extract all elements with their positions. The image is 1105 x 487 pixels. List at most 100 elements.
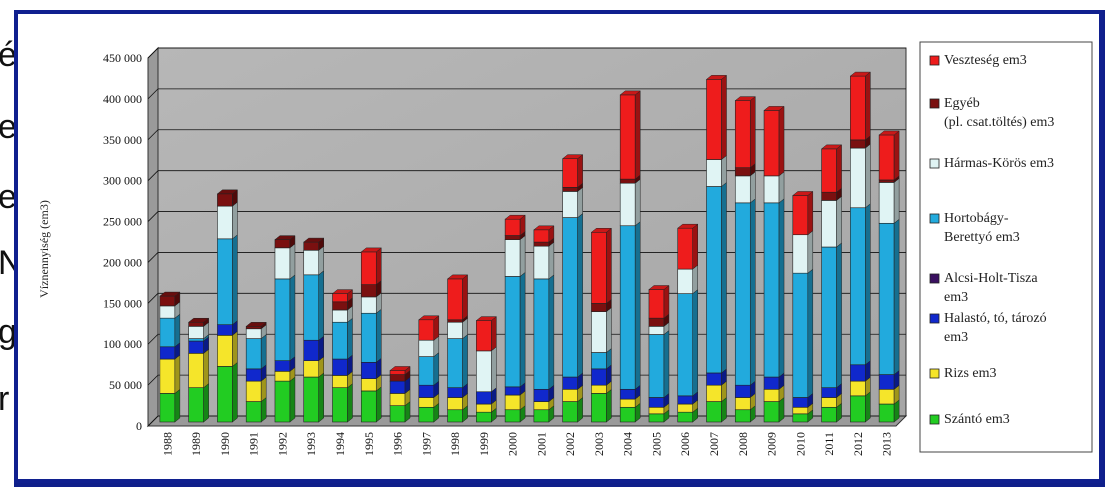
legend-label: Alcsi-Holt-Tisza (944, 271, 1038, 286)
bar-segment (620, 179, 640, 226)
bar-segment (563, 187, 583, 217)
bar-segment (735, 199, 755, 385)
slide-fragment: é (0, 38, 14, 72)
bar-segment (448, 335, 468, 388)
bar-segment (476, 317, 496, 351)
bar-segment (160, 314, 180, 347)
bar-segment (793, 269, 813, 397)
bar-segment (822, 196, 842, 247)
bar-segment (304, 373, 324, 422)
bar-segment (678, 290, 698, 396)
slide-fragment: e (0, 110, 14, 144)
bar-segment (793, 191, 813, 234)
bar-segment (275, 236, 295, 248)
y-tick-label: 150 000 (103, 296, 142, 310)
legend-label: Berettyó em3 (944, 230, 1020, 245)
bar-segment (505, 236, 525, 277)
bar-segment (275, 244, 295, 279)
legend-swatch (930, 56, 939, 65)
bar-segment (534, 242, 554, 279)
bar-segment (850, 204, 870, 365)
x-tick-label: 2006 (678, 432, 692, 456)
bar-segment (189, 349, 209, 387)
x-tick-label: 1999 (477, 432, 491, 456)
x-tick-label: 2003 (592, 432, 606, 456)
bar-segment (304, 271, 324, 340)
legend-swatch (930, 369, 939, 378)
slide-fragment: N (0, 246, 14, 280)
y-tick-label: 0 (136, 419, 142, 433)
bar-segment (620, 91, 640, 179)
bar-segment (850, 144, 870, 208)
bar-segment (793, 231, 813, 273)
bar-segment (879, 178, 899, 223)
y-tick-label: 350 000 (103, 133, 142, 147)
y-tick-label: 250 000 (103, 215, 142, 229)
bar-segment (764, 172, 784, 203)
y-tick-label: 100 000 (103, 337, 142, 351)
chart-frame: 0 50 000 100 000 150 000 200 000 250 000 300 0… (14, 10, 1103, 483)
x-tick-label: 1996 (391, 432, 405, 456)
bar-segment (707, 75, 727, 159)
x-tick-label: 1990 (218, 432, 232, 456)
legend-label: em3 (944, 290, 968, 305)
legend-label: Veszteség em3 (944, 53, 1027, 68)
legend-swatch (930, 314, 939, 323)
bar-segment (217, 202, 237, 239)
x-tick-label: 1995 (362, 432, 376, 456)
x-tick-label: 1994 (333, 432, 347, 456)
slide-fragment: r (0, 382, 9, 416)
bar-segment (217, 235, 237, 325)
legend-item: Hármas-Körös em3 (930, 156, 1054, 171)
bar-segment (275, 275, 295, 361)
bar-segment (217, 190, 237, 206)
bar-segment (764, 199, 784, 377)
bar-segment (217, 362, 237, 422)
y-tick-labels: 0 50 000 100 000 150 000 200 000 250 000 300 0… (103, 51, 142, 433)
slide-text-fragments: é e e N g r (0, 10, 14, 487)
legend-label: Hármas-Körös em3 (944, 156, 1054, 171)
legend-swatch (930, 159, 939, 168)
legend-item: Veszteség em3 (930, 53, 1027, 68)
bar-segment (850, 72, 870, 140)
x-tick-label: 2013 (880, 432, 894, 456)
y-tick-label: 200 000 (103, 255, 142, 269)
x-tick-labels: 1988 1989 1990 1991 1992 1993 1994 1995 1996 1997… (160, 432, 893, 456)
bar-segment (189, 384, 209, 422)
bar-segment (217, 331, 237, 366)
bar-segment (707, 182, 727, 372)
bar-segment (304, 238, 324, 250)
slide-fragment: g (0, 315, 14, 349)
x-tick-label: 2001 (534, 432, 548, 456)
x-tick-label: 1989 (189, 432, 203, 456)
x-tick-label: 2010 (793, 432, 807, 456)
bar-segment (333, 318, 353, 359)
legend-label: Rizs em3 (944, 366, 997, 381)
bar-segment (620, 222, 640, 390)
bar-segment (505, 272, 525, 386)
bar-segment (160, 389, 180, 422)
legend-swatch (930, 274, 939, 283)
bar-segment (822, 145, 842, 192)
bar-segment (534, 226, 554, 242)
bar-segment (534, 275, 554, 389)
bar-segment (448, 275, 468, 320)
x-tick-label: 1991 (247, 432, 261, 456)
bar-segment (476, 347, 496, 392)
bar-segment (735, 172, 755, 203)
bar-segment (275, 377, 295, 422)
x-tick-label: 1988 (160, 432, 174, 456)
legend-swatch (930, 214, 939, 223)
bar-segment (649, 286, 669, 319)
x-tick-label: 2012 (851, 432, 865, 456)
bar-segment (333, 290, 353, 302)
x-tick-label: 2008 (736, 432, 750, 456)
bar-segment (850, 392, 870, 422)
bar-segment (678, 224, 698, 269)
legend-label: (pl. csat.töltés) em3 (944, 115, 1054, 130)
x-tick-label: 2002 (563, 432, 577, 456)
bar-segment (879, 219, 899, 374)
x-tick-label: 2005 (649, 432, 663, 456)
y-tick-label: 450 000 (103, 51, 142, 65)
bar-segment (333, 384, 353, 422)
